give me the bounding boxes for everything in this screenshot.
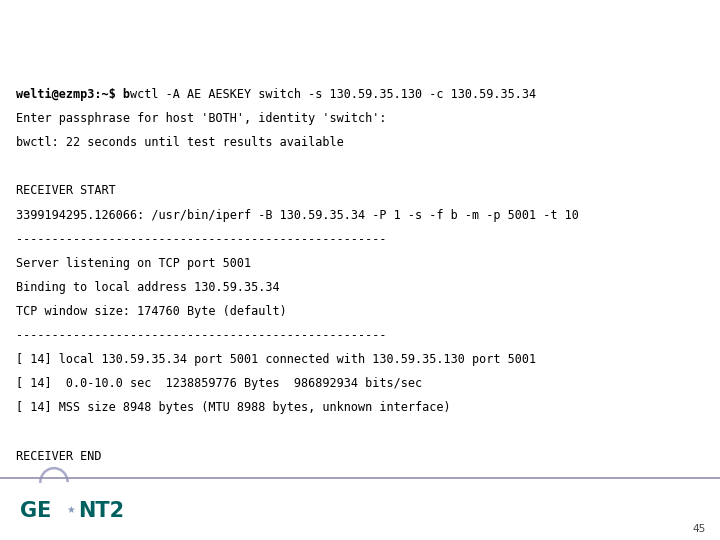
Text: ★: ★	[66, 505, 75, 515]
Text: RECEIVER START: RECEIVER START	[16, 185, 116, 198]
Text: Binding to local address 130.59.35.34: Binding to local address 130.59.35.34	[16, 281, 279, 294]
Text: Enter passphrase for host 'BOTH', identity 'switch':: Enter passphrase for host 'BOTH', identi…	[16, 112, 387, 125]
Text: RECEIVER END: RECEIVER END	[16, 450, 102, 463]
Text: BWCTL example (3) remote sender and receiver: BWCTL example (3) remote sender and rece…	[16, 26, 720, 52]
Text: [ 14]  0.0-10.0 sec  1238859776 Bytes  986892934 bits/sec: [ 14] 0.0-10.0 sec 1238859776 Bytes 9868…	[16, 377, 422, 390]
Text: ----------------------------------------------------: ----------------------------------------…	[16, 233, 387, 246]
Text: TCP window size: 174760 Byte (default): TCP window size: 174760 Byte (default)	[16, 305, 287, 318]
Text: bwctl: 22 seconds until test results available: bwctl: 22 seconds until test results ava…	[16, 136, 343, 149]
Text: [ 14] local 130.59.35.34 port 5001 connected with 130.59.35.130 port 5001: [ 14] local 130.59.35.34 port 5001 conne…	[16, 353, 536, 366]
Text: 45: 45	[693, 524, 706, 534]
Text: welti@ezmp3:~$ b: welti@ezmp3:~$ b	[16, 88, 130, 101]
Text: wctl -A AE AESKEY switch -s 130.59.35.130 -c 130.59.35.34: wctl -A AE AESKEY switch -s 130.59.35.13…	[130, 88, 536, 101]
Text: [ 14] MSS size 8948 bytes (MTU 8988 bytes, unknown interface): [ 14] MSS size 8948 bytes (MTU 8988 byte…	[16, 401, 451, 414]
Text: Server listening on TCP port 5001: Server listening on TCP port 5001	[16, 256, 251, 270]
Text: GE: GE	[20, 501, 52, 521]
Text: 3399194295.126066: /usr/bin/iperf -B 130.59.35.34 -P 1 -s -f b -m -p 5001 -t 10: 3399194295.126066: /usr/bin/iperf -B 130…	[16, 208, 579, 221]
Text: ----------------------------------------------------: ----------------------------------------…	[16, 329, 387, 342]
Text: NT2: NT2	[78, 501, 124, 521]
